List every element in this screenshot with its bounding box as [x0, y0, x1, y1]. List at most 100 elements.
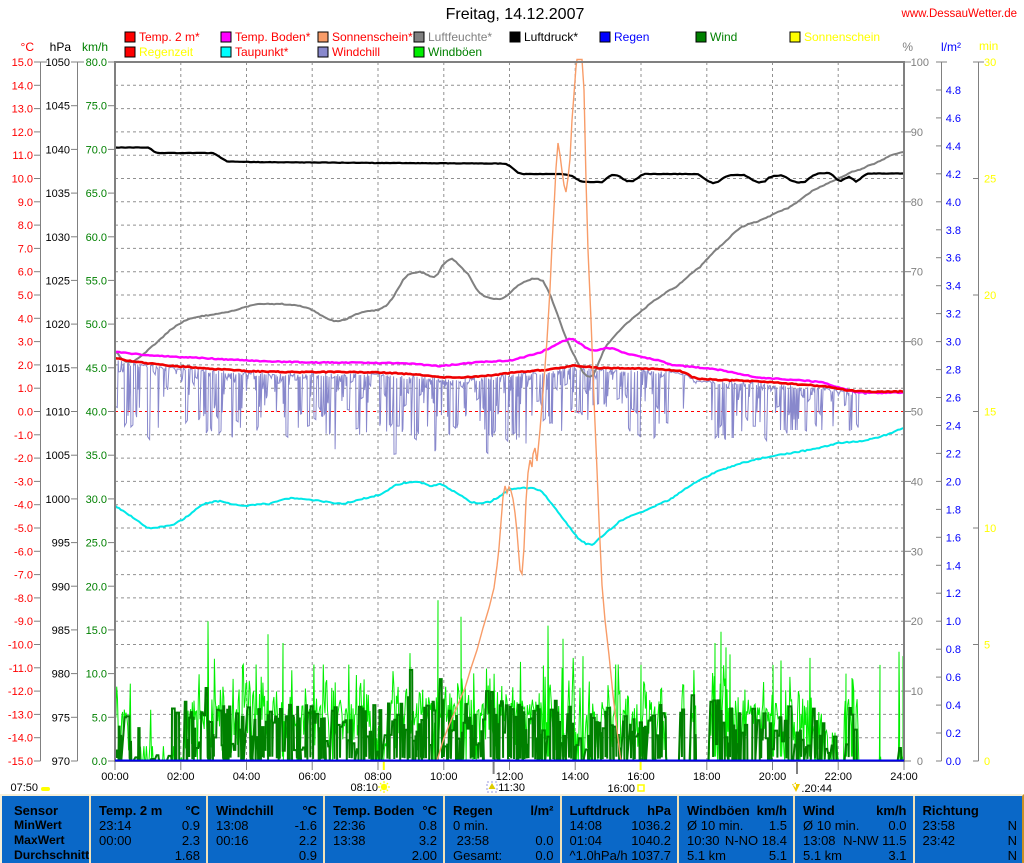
svg-text:1010: 1010 [46, 407, 70, 419]
svg-text:08:00: 08:00 [364, 771, 392, 783]
svg-text:Wind: Wind [710, 30, 737, 44]
svg-text:12:00: 12:00 [496, 771, 524, 783]
svg-text:50: 50 [911, 407, 923, 419]
svg-text:50.0: 50.0 [86, 319, 107, 331]
svg-text:Regenzeit: Regenzeit [139, 45, 194, 59]
svg-text:1050: 1050 [46, 57, 70, 69]
svg-text:980: 980 [52, 669, 70, 681]
svg-text:1005: 1005 [46, 450, 70, 462]
svg-text:www.DessauWetter.de: www.DessauWetter.de [901, 8, 1017, 20]
svg-text:2.4: 2.4 [946, 420, 961, 432]
svg-text:1015: 1015 [46, 363, 70, 375]
svg-text:1.6: 1.6 [946, 532, 961, 544]
svg-text:2.2: 2.2 [946, 448, 961, 460]
svg-text:7.0: 7.0 [18, 243, 33, 255]
svg-text:Taupunkt*: Taupunkt* [235, 45, 289, 59]
svg-text:-11.0: -11.0 [9, 663, 33, 675]
svg-text:40: 40 [911, 476, 923, 488]
svg-text:3.8: 3.8 [946, 225, 961, 237]
svg-text:25: 25 [984, 174, 996, 186]
svg-text:%: % [902, 40, 913, 54]
svg-text:45.0: 45.0 [86, 363, 107, 375]
svg-text:75.0: 75.0 [86, 101, 107, 113]
svg-text:30: 30 [984, 57, 996, 69]
svg-text:0.2: 0.2 [946, 728, 961, 740]
svg-text:Windböen: Windböen [428, 45, 482, 59]
svg-text:15.0: 15.0 [86, 625, 107, 637]
svg-text:Sonnenschein: Sonnenschein [804, 30, 880, 44]
svg-text:10.0: 10.0 [12, 174, 33, 186]
svg-text:4.6: 4.6 [946, 113, 961, 125]
svg-text:3.6: 3.6 [946, 253, 961, 265]
svg-text:9.0: 9.0 [18, 197, 33, 209]
svg-text:12.0: 12.0 [12, 127, 33, 139]
svg-text:5.0: 5.0 [18, 290, 33, 302]
svg-text:13.0: 13.0 [12, 104, 33, 116]
svg-text:60: 60 [911, 337, 923, 349]
svg-text:30: 30 [911, 546, 923, 558]
svg-text:1.8: 1.8 [946, 504, 961, 516]
svg-text:11.0: 11.0 [12, 150, 33, 162]
svg-text:0.8: 0.8 [946, 644, 961, 656]
svg-text:0.6: 0.6 [946, 672, 961, 684]
svg-text:975: 975 [52, 712, 70, 724]
svg-text:2.0: 2.0 [18, 360, 33, 372]
svg-text:70: 70 [911, 267, 923, 279]
svg-text:-12.0: -12.0 [8, 686, 33, 698]
svg-text:16:00: 16:00 [607, 783, 635, 795]
svg-text:-5.0: -5.0 [14, 523, 33, 535]
svg-text:990: 990 [52, 581, 70, 593]
svg-text:5.0: 5.0 [92, 712, 107, 724]
svg-text:90: 90 [911, 127, 923, 139]
svg-text:970: 970 [52, 756, 70, 768]
svg-text:-6.0: -6.0 [14, 546, 33, 558]
svg-text:1.0: 1.0 [18, 383, 33, 395]
svg-text:-1.0: -1.0 [14, 430, 33, 442]
svg-text:985: 985 [52, 625, 70, 637]
svg-text:3.0: 3.0 [946, 337, 961, 349]
svg-text:km/h: km/h [82, 40, 108, 54]
svg-text:4.4: 4.4 [946, 141, 961, 153]
svg-text:hPa: hPa [50, 40, 72, 54]
svg-text:4.0: 4.0 [18, 313, 33, 325]
svg-text:11:30: 11:30 [498, 782, 525, 794]
svg-text:40.0: 40.0 [86, 407, 107, 419]
svg-text:1035: 1035 [46, 188, 70, 200]
svg-text:3.2: 3.2 [946, 309, 961, 321]
svg-text:1025: 1025 [46, 275, 70, 287]
svg-text:Freitag, 14.12.2007: Freitag, 14.12.2007 [446, 6, 585, 23]
svg-text:15: 15 [984, 407, 996, 419]
svg-text:3.4: 3.4 [946, 281, 961, 293]
svg-text:-8.0: -8.0 [14, 593, 33, 605]
svg-text:Luftfeuchte*: Luftfeuchte* [428, 30, 492, 44]
svg-text:0.0: 0.0 [18, 407, 33, 419]
svg-text:20.0: 20.0 [86, 581, 107, 593]
svg-text:20:00: 20:00 [759, 771, 787, 783]
svg-text:1040: 1040 [46, 144, 70, 156]
svg-text:100: 100 [911, 57, 929, 69]
svg-text:1.2: 1.2 [946, 588, 961, 600]
svg-text:0.0: 0.0 [946, 756, 961, 768]
svg-text:0: 0 [984, 756, 990, 768]
svg-text:06:00: 06:00 [298, 771, 326, 783]
svg-text:°C: °C [21, 40, 35, 54]
svg-text:-14.0: -14.0 [8, 733, 33, 745]
svg-text:4.8: 4.8 [946, 85, 961, 97]
svg-text:2.0: 2.0 [946, 476, 961, 488]
svg-text:1045: 1045 [46, 101, 70, 113]
svg-text:Sonnenschein*: Sonnenschein* [332, 30, 413, 44]
svg-text:24:00: 24:00 [890, 771, 918, 783]
svg-text:15.0: 15.0 [12, 57, 33, 69]
svg-text:0.0: 0.0 [92, 756, 107, 768]
svg-text:00:00: 00:00 [101, 771, 129, 783]
svg-text:70.0: 70.0 [86, 144, 107, 156]
svg-text:min: min [979, 39, 998, 53]
svg-text:5: 5 [984, 640, 990, 652]
svg-text:35.0: 35.0 [86, 450, 107, 462]
svg-text:07:50: 07:50 [10, 782, 38, 794]
svg-text:2.6: 2.6 [946, 393, 961, 405]
svg-text:4.2: 4.2 [946, 169, 961, 181]
svg-text:22:00: 22:00 [824, 771, 852, 783]
svg-text:20: 20 [984, 290, 996, 302]
svg-text:-9.0: -9.0 [14, 616, 33, 628]
